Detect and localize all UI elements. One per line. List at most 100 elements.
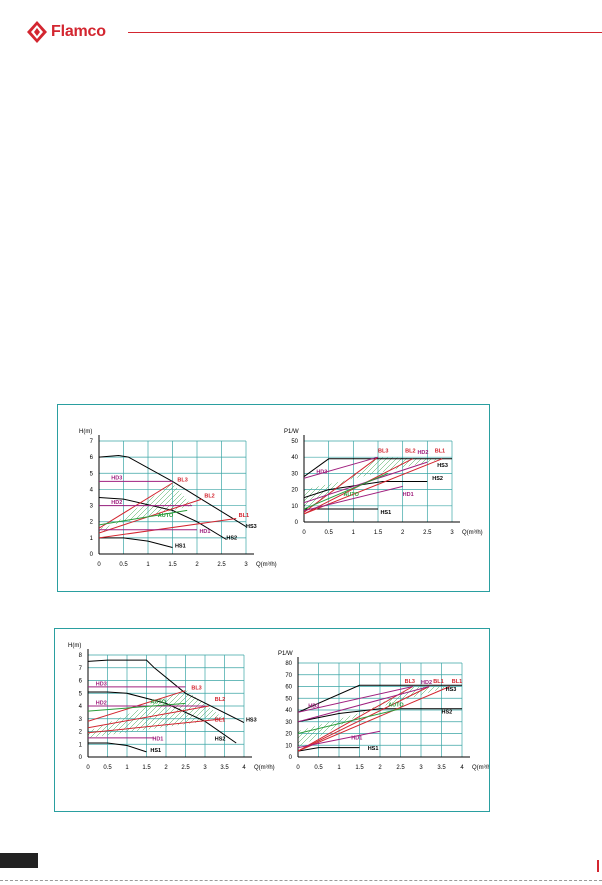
- y-tick-label: 4: [90, 487, 94, 493]
- curve-label: HS2: [215, 736, 226, 742]
- x-tick-label: 0: [86, 765, 90, 771]
- y-tick-label: 4: [79, 704, 83, 710]
- chart-1-1: 0 0.5 1 1.5 2 2.5 3 3.5 401020304050607080P1/WQ(…: [278, 651, 489, 771]
- x-axis-label: Q(m³/h): [472, 765, 489, 771]
- series-bl3: [304, 456, 379, 513]
- y-tick-label: 7: [90, 439, 94, 445]
- x-tick-label: 3: [450, 530, 454, 536]
- y-tick-label: 8: [79, 653, 83, 659]
- x-tick-label: 1: [146, 562, 150, 568]
- y-tick-label: 6: [79, 679, 83, 685]
- hatch-lines: [304, 457, 443, 513]
- x-tick-label: 0: [296, 765, 300, 771]
- series-bl1: [298, 686, 450, 752]
- x-tick-label: 2.5: [396, 765, 405, 771]
- series-hd3: [304, 456, 379, 479]
- y-tick-label: 0: [79, 755, 83, 761]
- curve-label: HS2: [442, 710, 453, 716]
- series-hs2: [99, 497, 227, 540]
- y-tick-label: 7: [79, 666, 83, 672]
- curve-label: BL2: [204, 494, 214, 500]
- curve-label: BL2: [405, 448, 415, 454]
- x-tick-label: 2: [195, 562, 199, 568]
- x-tick-label: 1: [125, 765, 129, 771]
- y-axis-label: H(m): [79, 429, 92, 435]
- curve-label: HS3: [446, 687, 457, 693]
- y-tick-label: 0: [289, 755, 293, 761]
- y-tick-label: 3: [79, 717, 83, 723]
- curve-label: HS1: [150, 748, 161, 754]
- pump-curve-panel-1: 0 0.5 1 1.5 2 2.5 3 0 1 2 3 4 5 6 7 H(m) Q(m³/h) HS3 HS2 HS…: [57, 404, 490, 592]
- x-axis-label: Q(m³/h): [254, 765, 275, 771]
- x-tick-label: 1.5: [355, 765, 364, 771]
- curve-label: HD1: [152, 736, 163, 742]
- y-tick-label: 5: [79, 691, 83, 697]
- chart-1-0: 0 0.5 1 1.5 2 2.5 3 3.5 4 0 1 2 3 4 5 6 7 8 H(m) Q(m³/h) HS3…: [68, 643, 275, 771]
- x-tick-label: 1: [337, 765, 341, 771]
- series-hs3: [304, 458, 452, 478]
- y-tick-label: 1: [90, 536, 94, 542]
- x-tick-label: 0.5: [119, 562, 128, 568]
- curve-label: HD3: [308, 704, 319, 710]
- curve-label: BL1: [433, 679, 443, 685]
- series-hd1: [304, 485, 403, 512]
- curve-label: HS3: [437, 463, 448, 469]
- series-hs1: [88, 742, 147, 753]
- series-auto: [88, 702, 186, 712]
- grid: [98, 440, 247, 555]
- curve-label: HD3: [316, 469, 327, 475]
- curve-label: HD1: [403, 492, 414, 498]
- hatch-area: [304, 457, 442, 512]
- curve-label: HS2: [432, 476, 443, 482]
- y-tick-label: 40: [291, 455, 298, 461]
- series-bl1: [99, 518, 237, 539]
- curve-label: AUTO: [150, 699, 166, 705]
- curve-label: HD3: [96, 682, 107, 688]
- x-tick-label: 2: [164, 765, 168, 771]
- pump-curve-charts-2: 0 0.5 1 1.5 2 2.5 3 3.5 4012345678H(m)Q(m³/h)HS3…: [68, 643, 489, 771]
- x-tick-label: 3: [419, 765, 423, 771]
- x-tick-label: 3: [203, 765, 207, 771]
- curve-label: HS1: [380, 510, 391, 516]
- y-tick-label: 60: [285, 685, 292, 691]
- y-tick-label: 10: [285, 743, 292, 749]
- y-axis-label: P1/W: [284, 429, 299, 435]
- series-hs3: [99, 454, 246, 528]
- curve-label: BL1: [239, 513, 249, 519]
- curve-label: BL3: [191, 685, 201, 691]
- grid: [87, 654, 245, 758]
- x-tick-label: 0.5: [314, 765, 323, 771]
- x-tick-label: 2.5: [181, 765, 190, 771]
- x-tick-label: 0: [97, 562, 101, 568]
- x-tick-label: 1.5: [374, 530, 383, 536]
- x-tick-label: 0: [302, 530, 306, 536]
- series-hs3: [88, 659, 244, 724]
- curve-label: BL2: [215, 697, 225, 703]
- series-bl2: [88, 705, 209, 729]
- curve-label: HS1: [368, 746, 379, 752]
- y-tick-label: 80: [285, 661, 292, 667]
- page-number-tab: [0, 853, 38, 868]
- curve-label: HD1: [351, 735, 362, 741]
- curve-label: AUTO: [388, 702, 404, 708]
- y-tick-label: 50: [291, 439, 298, 445]
- y-tick-label: 0: [295, 520, 299, 526]
- x-tick-label: 3.5: [220, 765, 229, 771]
- flamco-diamond-logo-icon: [27, 21, 47, 43]
- flamco-logo: Flamco: [27, 20, 106, 44]
- y-tick-label: 30: [285, 720, 292, 726]
- series-hd3: [298, 686, 413, 713]
- curve-label: HS2: [226, 535, 237, 541]
- x-tick-label: 0.5: [324, 530, 333, 536]
- y-tick-label: 50: [285, 696, 292, 702]
- curve-label: AUTO: [343, 492, 359, 498]
- series-hs3: [298, 684, 462, 713]
- y-tick-label: 20: [291, 488, 298, 494]
- curve-label: BL1: [452, 679, 462, 685]
- pump-curve-charts-1: 0 0.5 1 1.5 2 2.5 301234567H(m)Q(m³/h)HS3HS2HS…: [79, 429, 483, 568]
- x-tick-label: 1: [352, 530, 356, 536]
- x-tick-label: 4: [242, 765, 246, 771]
- series-hd1: [298, 730, 381, 749]
- series-bl1: [88, 718, 225, 734]
- y-tick-label: 40: [285, 708, 292, 714]
